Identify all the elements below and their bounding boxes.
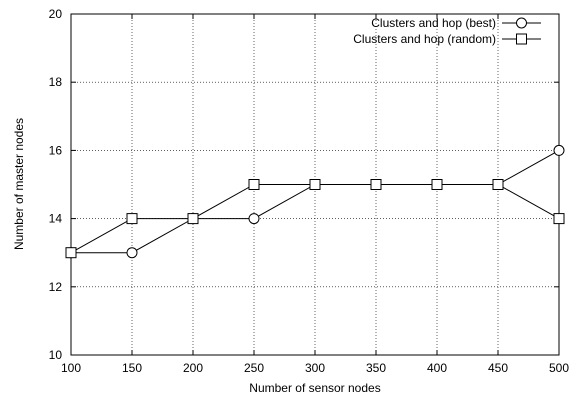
series-circle xyxy=(65,144,565,259)
x-tick-label: 150 xyxy=(122,361,142,375)
data-point-square xyxy=(553,213,565,225)
y-tick-label: 20 xyxy=(49,7,63,21)
data-point-square xyxy=(126,213,138,225)
data-point-circle xyxy=(553,144,565,156)
data-point-square xyxy=(370,179,382,190)
data-point-square xyxy=(65,247,77,259)
y-tick-label: 18 xyxy=(49,75,63,89)
legend-marker-circle xyxy=(516,17,527,29)
x-axis-label: Number of sensor nodes xyxy=(249,381,380,395)
x-tick-label: 250 xyxy=(244,361,264,375)
data-point-circle xyxy=(126,247,138,259)
data-point-square xyxy=(187,213,199,225)
legend-label: Clusters and hop (best) xyxy=(371,16,496,30)
axis-ticks: 100 150 200 250 300 350 400 450 500 10 12 14 16 18 20 xyxy=(49,7,570,375)
x-tick-label: 300 xyxy=(305,361,325,375)
legend-entry: Clusters and hop (random) xyxy=(353,32,541,46)
data-point-circle xyxy=(248,213,260,225)
data-point-square xyxy=(492,179,504,190)
x-tick-label: 200 xyxy=(183,361,203,375)
legend: Clusters and hop (best) Clusters and hop … xyxy=(353,16,541,46)
series-square xyxy=(65,179,565,259)
data-point-square xyxy=(248,179,260,190)
x-tick-label: 500 xyxy=(549,361,569,375)
legend-marker-square xyxy=(516,33,527,45)
x-tick-label: 350 xyxy=(366,361,386,375)
series-group xyxy=(65,144,565,259)
y-tick-label: 12 xyxy=(49,280,63,294)
y-tick-label: 10 xyxy=(49,348,63,362)
x-tick-label: 400 xyxy=(427,361,447,375)
legend-entry: Clusters and hop (best) xyxy=(371,16,541,30)
y-tick-label: 16 xyxy=(49,143,63,157)
y-tick-label: 14 xyxy=(49,212,63,226)
legend-label: Clusters and hop (random) xyxy=(353,32,496,46)
series-line xyxy=(71,149,560,254)
data-point-square xyxy=(309,179,321,190)
data-point-square xyxy=(431,179,443,190)
x-tick-label: 100 xyxy=(61,361,81,375)
x-tick-label: 450 xyxy=(488,361,508,375)
y-axis-label: Number of master nodes xyxy=(12,118,26,250)
